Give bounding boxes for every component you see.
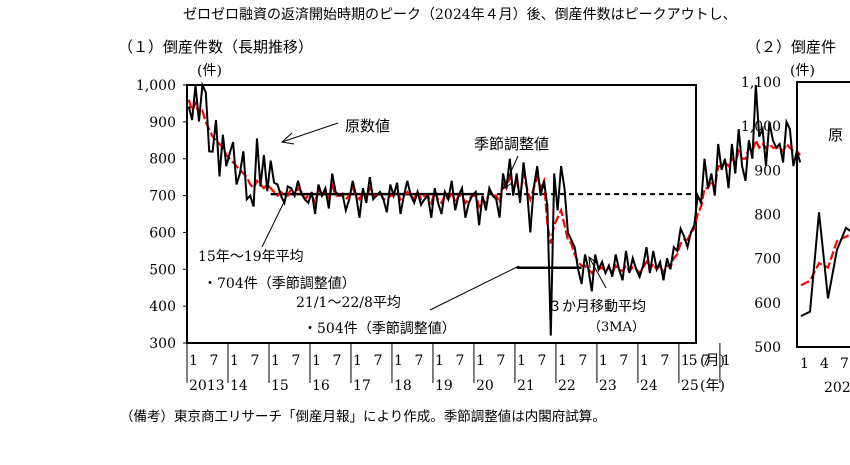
chart2-title: （２）倒産件 (746, 38, 837, 56)
chart1-y-unit: (件) (197, 63, 222, 79)
chart1-x-year-label: 2013 (189, 378, 225, 394)
chart2-x-month-label: 4 (820, 356, 829, 372)
chart1-y-ticks: 300 400 500 600 700 800 900 1,000 (136, 78, 187, 352)
chart1-x-month-label: 1 (353, 353, 362, 369)
label-seasonally-adjusted: 季節調整値 (474, 135, 549, 153)
chart1-x-month-label: 7 (250, 353, 259, 369)
chart2-x-year-label: 202 (824, 380, 850, 396)
chart1-x-month-label: 7 (701, 353, 710, 369)
chart1-x-year-label: 16 (312, 378, 330, 394)
chart1-title: （１）倒産件数（長期推移） (118, 38, 314, 56)
chart1-x-axis: 1 7 1 7 1 7 1 7 1 7 1 7 1 7 1 7 1 7 1 7 1 7 1 7 1 7 15 (月)2013 14 15 1… (186, 343, 731, 394)
chart2-x-axis: 1 4 7 202 (800, 356, 850, 396)
chart1-x-month-label: 7 (332, 353, 341, 369)
chart1-x-month-label: 7 (537, 353, 546, 369)
chart1-x-month-label: 7 (209, 353, 218, 369)
chart1-x-month-label: 1 (722, 353, 731, 369)
chart2-series-seasonally-adjusted (800, 233, 850, 287)
label-avg1-period: 15年～19年平均 (198, 249, 304, 265)
chart1-series-seasonally-adjusted (187, 99, 802, 276)
chart2-y-tick-label: 900 (754, 163, 781, 179)
chart2-y-tick-label: 500 (754, 340, 781, 356)
chart2-y-tick-label: 700 (754, 252, 781, 268)
chart1-x-month-label: 1 (599, 353, 608, 369)
chart1-x-year-label: 23 (599, 378, 617, 394)
chart1-x-month-label: 7 (660, 353, 669, 369)
chart1-x-month-label: 1 (558, 353, 567, 369)
chart1: (件) 300 400 500 600 700 800 900 1,000 原数値 季節調整値… (136, 63, 802, 394)
chart1-x-year-label: 20 (476, 378, 494, 394)
label-raw: 原数値 (345, 117, 390, 135)
chart1-x-year-unit: (年) (700, 378, 725, 394)
chart1-average-lines (270, 192, 695, 270)
chart1-x-year-label: 21 (517, 378, 535, 394)
chart1-y-tick-label: 500 (149, 262, 176, 278)
chart1-y-tick-label: 900 (149, 115, 176, 131)
chart2-y-unit: (件) (790, 63, 815, 79)
chart1-x-month-label: 5 (689, 353, 698, 369)
chart1-x-month-label: 7 (496, 353, 505, 369)
chart2-y-ticks: 500 600 700 800 900 1,000 1,100 (741, 75, 781, 356)
chart1-annotations (261, 122, 607, 311)
chart1-series-raw (187, 81, 802, 336)
raw-annotation-arrow (281, 122, 339, 143)
chart2-x-month-label: 7 (840, 356, 849, 372)
chart2-label-raw: 原 (828, 126, 843, 144)
chart1-y-tick-label: 800 (149, 152, 176, 168)
chart1-x-month-label: 1 (271, 353, 280, 369)
chart2-plot-frame (796, 81, 850, 348)
chart1-x-month-label: 7 (455, 353, 464, 369)
avg2-leader-line (429, 265, 520, 311)
chart1-y-tick-label: 600 (149, 225, 176, 241)
chart1-x-year-label: 14 (230, 378, 248, 394)
avg1-leader-line (261, 197, 287, 248)
headline: ゼロゼロ融資の返済開始時期のピーク（2024年４月）後、倒産件数はピークアウトし… (183, 7, 737, 23)
chart1-x-month-label: 1 (435, 353, 444, 369)
label-moving-average: ３か月移動平均 (548, 299, 646, 315)
chart1-x-month-label: 1 (230, 353, 239, 369)
chart2-series-raw (800, 212, 850, 317)
chart1-x-year-label: 25 (681, 378, 699, 394)
chart1-x-year-label: 15 (271, 378, 289, 394)
chart1-x-month-label: 7 (373, 353, 382, 369)
chart1-x-month-label: 7 (291, 353, 300, 369)
ma-annotation-arrow (588, 256, 607, 289)
chart1-x-month-label: 1 (640, 353, 649, 369)
sa-annotation-arrow (502, 155, 519, 190)
chart2-y-tick-label: 1,100 (741, 75, 781, 91)
chart2-y-tick-label: 1,000 (741, 119, 781, 135)
chart1-x-month-label: 1 (517, 353, 526, 369)
chart1-y-tick-label: 1,000 (136, 78, 176, 94)
chart1-y-tick-label: 300 (149, 336, 176, 352)
chart1-x-month-label: 7 (414, 353, 423, 369)
chart1-x-year-label: 18 (394, 378, 412, 394)
ma-annotation-arrowhead (588, 255, 599, 269)
chart1-x-month-label: 1 (476, 353, 485, 369)
sa-annotation-arrowhead (502, 178, 513, 190)
chart1-x-month-label: 7 (619, 353, 628, 369)
label-moving-average-abbr: （3MA） (588, 320, 645, 335)
chart1-x-month-label: 1 (394, 353, 403, 369)
chart1-y-tick-label: 700 (149, 189, 176, 205)
raw-annotation-arrowhead (280, 132, 295, 145)
footnote: （備考）東京商工リサーチ「倒産月報」により作成。季節調整値は内閣府試算。 (120, 409, 606, 425)
chart1-x-month-unit: (月) (700, 353, 725, 369)
chart1-x-year-label: 19 (435, 378, 453, 394)
chart2: (件) 500 600 700 800 900 1,000 1,100 原 1 4 7 202 (741, 63, 850, 396)
chart1-x-month-label: 1 (681, 353, 690, 369)
label-avg2-period: 21/1～22/8平均 (296, 295, 401, 311)
chart1-y-tick-label: 400 (149, 299, 176, 315)
chart1-x-month-label: 1 (312, 353, 321, 369)
chart1-x-year-label: 22 (558, 378, 576, 394)
chart1-x-month-label: 7 (578, 353, 587, 369)
chart1-x-year-label: 17 (353, 378, 371, 394)
chart1-x-month-label: 1 (189, 353, 198, 369)
label-avg1-value: ・704件（季節調整値） (203, 275, 356, 292)
label-avg2-value: ・504件（季節調整値） (303, 320, 456, 337)
chart1-x-year-label: 24 (640, 378, 658, 394)
chart2-y-tick-label: 800 (754, 208, 781, 224)
chart2-y-tick-label: 600 (754, 296, 781, 312)
chart2-x-month-label: 1 (800, 356, 809, 372)
